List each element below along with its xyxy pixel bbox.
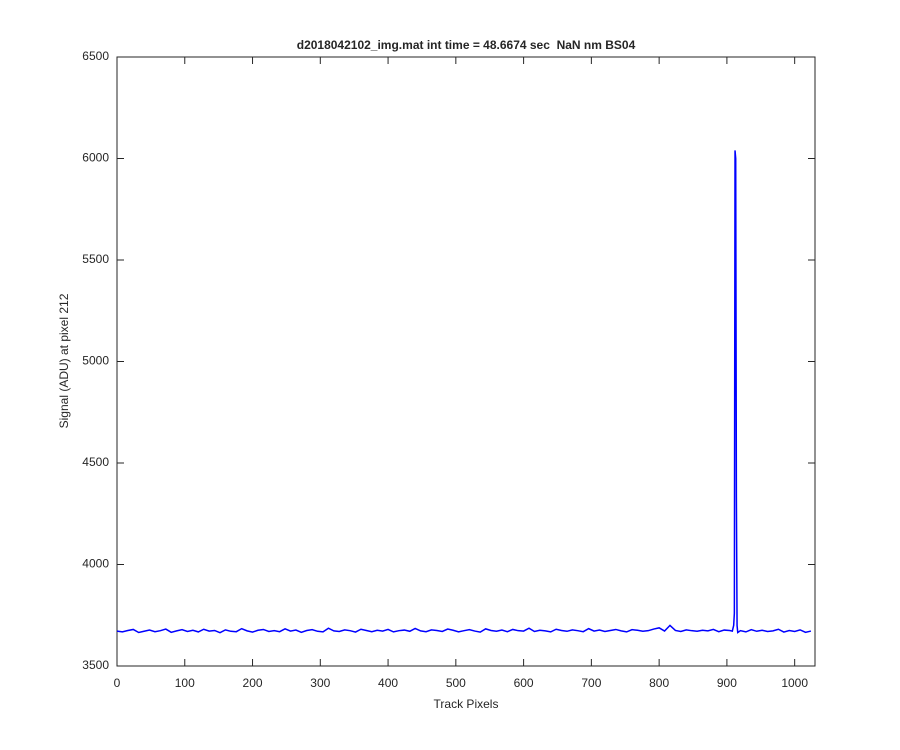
- y-tick-label: 5500: [82, 252, 109, 266]
- x-tick-label: 200: [243, 676, 263, 690]
- data-line: [116, 150, 812, 634]
- plot-area: [116, 56, 816, 667]
- chart-title: d2018042102_img.mat int time = 48.6674 s…: [297, 38, 636, 52]
- y-tick-label: 5000: [82, 354, 109, 368]
- y-tick-label: 3500: [82, 658, 109, 672]
- x-tick-label: 800: [649, 676, 669, 690]
- y-tick-label: 4000: [82, 557, 109, 571]
- x-tick-label: 300: [310, 676, 330, 690]
- x-tick-label: 700: [581, 676, 601, 690]
- y-tick-label: 4500: [82, 455, 109, 469]
- x-tick-label: 500: [446, 676, 466, 690]
- x-tick-label: 400: [378, 676, 398, 690]
- y-tick-label: 6500: [82, 49, 109, 63]
- x-tick-label: 100: [175, 676, 195, 690]
- x-tick-label: 0: [114, 676, 121, 690]
- y-tick-label: 6000: [82, 151, 109, 165]
- x-tick-label: 1000: [781, 676, 808, 690]
- x-tick-label: 600: [514, 676, 534, 690]
- y-axis-label: Signal (ADU) at pixel 212: [57, 293, 71, 428]
- x-tick-label: 900: [717, 676, 737, 690]
- x-axis-label: Track Pixels: [434, 697, 499, 711]
